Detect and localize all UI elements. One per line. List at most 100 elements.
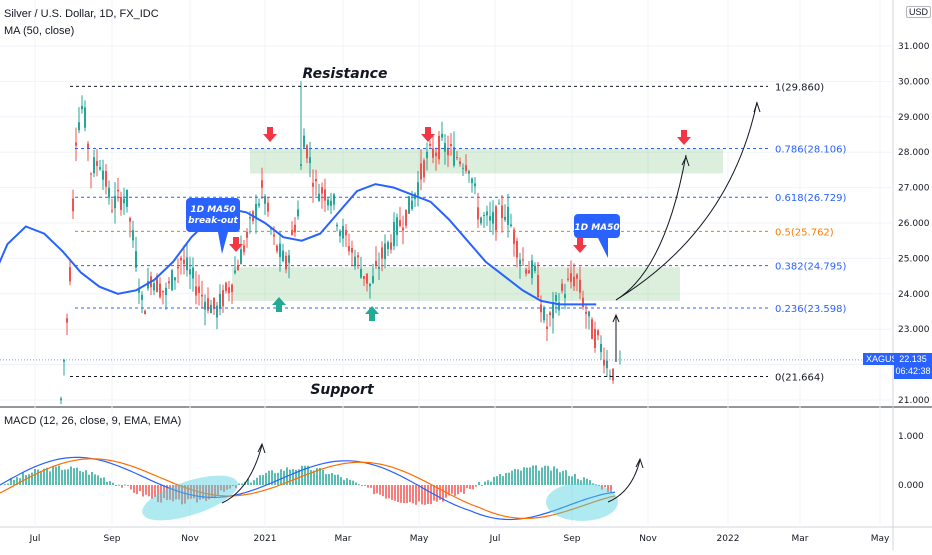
macd-hist-down [163, 485, 165, 499]
candle-down [579, 279, 581, 293]
candle-down [237, 265, 239, 271]
candle-up [408, 196, 410, 214]
candle-up [387, 241, 389, 250]
candle-down [195, 286, 197, 296]
macd-title: MACD (12, 26, close, 9, EMA, EMA) [4, 415, 182, 427]
time-tick-label: Jul [29, 534, 41, 544]
candle-down [111, 210, 113, 212]
projection-curve [615, 101, 758, 301]
macd-hist-up [25, 474, 27, 485]
macd-hist-up [484, 481, 486, 485]
bounce-arrowhead [612, 313, 620, 323]
candle-up [453, 147, 455, 166]
candle-up [108, 187, 110, 198]
macd-hist-up [49, 471, 51, 485]
candle-up [462, 167, 464, 169]
candle-up [369, 283, 371, 287]
macd-hist-up [532, 465, 534, 485]
macd-hist-up [301, 465, 303, 485]
up-arrow-icon [365, 306, 379, 321]
candle-up [114, 195, 116, 209]
gridlines [0, 0, 893, 527]
macd-hist-up [88, 474, 90, 485]
macd-hist-down [229, 485, 231, 489]
candle-up [486, 211, 488, 216]
macd-hist-down [601, 485, 603, 490]
macd-hist-up [478, 481, 480, 485]
candle-down [66, 318, 68, 323]
macd-hist-down [418, 485, 420, 502]
macd-hist-up [337, 474, 339, 485]
candle-up [342, 226, 344, 239]
candle-up [558, 302, 560, 311]
candle-up [372, 276, 374, 283]
candle-up [327, 199, 329, 206]
breakout-callout-text: break-out [188, 216, 238, 226]
candle-down [312, 182, 314, 187]
candle-down [276, 245, 278, 252]
macd-hist-down [223, 485, 225, 492]
candle-down [546, 326, 548, 329]
candle-up [600, 343, 602, 353]
macd-hist-down [145, 485, 147, 495]
macd-hist-down [367, 485, 369, 488]
candle-up [489, 216, 491, 221]
candle-down [345, 229, 347, 236]
candle-up [384, 243, 386, 260]
macd-hist-down [121, 485, 123, 488]
macd-hist-down [208, 485, 210, 500]
candle-down [603, 359, 605, 366]
macd-arrowhead [635, 457, 644, 469]
candle-up [264, 196, 266, 204]
candle-up [555, 294, 557, 302]
macd-hist-down [469, 485, 471, 490]
candle-down [375, 261, 377, 266]
macd-hist-down [172, 485, 174, 502]
candle-up [63, 360, 65, 362]
macd-hist-up [316, 468, 318, 485]
macd-hist-up [118, 484, 120, 486]
macd-hist-up [28, 474, 30, 485]
candle-down [117, 189, 119, 192]
candle-up [135, 251, 137, 268]
candle-down [96, 160, 98, 166]
macd-hist-up [580, 480, 582, 485]
candle-up [174, 277, 176, 281]
macd-hist-up [61, 469, 63, 485]
candle-up [609, 375, 611, 377]
macd-tick-label: 1.000 [898, 432, 924, 442]
candle-up [219, 293, 221, 309]
chart-title: Silver / U.S. Dollar, 1D, FX_IDC [4, 8, 159, 20]
candle-down [447, 148, 449, 156]
candle-up [147, 281, 149, 289]
candle-up [507, 206, 509, 225]
upper-zone [250, 148, 723, 174]
currency-badge[interactable]: USD [906, 6, 932, 18]
candle-down [225, 282, 227, 291]
time-tick-label: May [410, 534, 429, 544]
candle-down [438, 135, 440, 160]
macd-hist-up [40, 470, 42, 485]
macd-hist-up [520, 470, 522, 485]
candle-up [543, 308, 545, 321]
candle-down [348, 246, 350, 252]
candle-down [435, 152, 437, 157]
macd-hist-down [127, 485, 129, 486]
candle-up [564, 294, 566, 298]
candle-down [105, 171, 107, 187]
macd-hist-down [376, 485, 378, 494]
candle-down [324, 189, 326, 201]
candle-up [510, 224, 512, 227]
macd-hist-down [415, 485, 417, 505]
macd-hist-up [289, 469, 291, 485]
macd-hist-up [55, 466, 57, 485]
macd-hist-up [586, 478, 588, 485]
macd-hist-up [307, 465, 309, 485]
macd-hist-up [526, 467, 528, 485]
candle-down [357, 255, 359, 258]
macd-hist-down [424, 485, 426, 505]
macd-hist-down [610, 485, 612, 494]
macd-hist-up [67, 469, 69, 485]
candle-down [294, 224, 296, 233]
candle-down [231, 284, 233, 293]
